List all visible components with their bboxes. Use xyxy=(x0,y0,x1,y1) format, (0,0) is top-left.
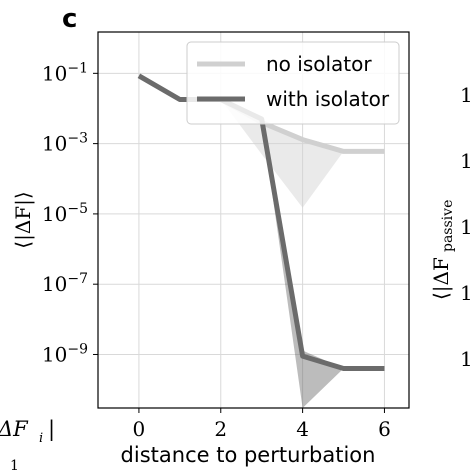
y-axis-label: ⟨|ΔF|⟩ xyxy=(11,191,36,248)
x-tick-label: 6 xyxy=(378,417,391,441)
legend-label-with-isolator: with isolator xyxy=(266,87,390,111)
x-axis-ticks: 0 2 4 6 xyxy=(133,408,391,441)
y-tick-label: 10−3 xyxy=(42,131,88,156)
y-tick-label: 10−1 xyxy=(42,60,88,85)
error-band-no-isolator xyxy=(138,75,385,208)
right-fragment-tick: 10 xyxy=(460,149,474,173)
plot-frame xyxy=(97,31,410,409)
left-fragment-subscript: i xyxy=(39,431,43,446)
left-neighbor-fragment: ΔF i | 1 xyxy=(0,417,55,474)
right-fragment-label: ⟨|ΔF xyxy=(429,257,454,300)
left-fragment-digit: 1 xyxy=(10,458,19,474)
right-fragment-tick: 10 xyxy=(460,347,474,371)
right-fragment-tick: 10 xyxy=(460,83,474,107)
right-neighbor-fragment: ⟨|ΔF passive 10 10 10 10 10 xyxy=(429,83,474,371)
y-tick-label: 10−9 xyxy=(42,341,88,366)
left-fragment-bracket: | xyxy=(48,417,55,442)
right-fragment-tick: 10 xyxy=(460,281,474,305)
y-tick-label: 10−7 xyxy=(42,271,88,296)
x-tick-label: 2 xyxy=(214,417,227,441)
y-axis-ticks: 10−1 10−3 10−5 10−7 10−9 xyxy=(42,60,98,366)
y-tick-label: 10−5 xyxy=(42,201,88,226)
legend-label-no-isolator: no isolator xyxy=(266,52,372,76)
x-tick-label: 4 xyxy=(296,417,309,441)
right-fragment-tick: 10 xyxy=(460,215,474,239)
x-tick-label: 0 xyxy=(133,417,146,441)
panel-label: c xyxy=(62,4,77,34)
legend: no isolator with isolator xyxy=(186,41,400,125)
left-fragment-label: ΔF xyxy=(0,417,29,441)
x-axis-label: distance to perturbation xyxy=(121,443,376,467)
error-bands xyxy=(138,75,385,408)
right-fragment-subscript: passive xyxy=(440,200,456,252)
